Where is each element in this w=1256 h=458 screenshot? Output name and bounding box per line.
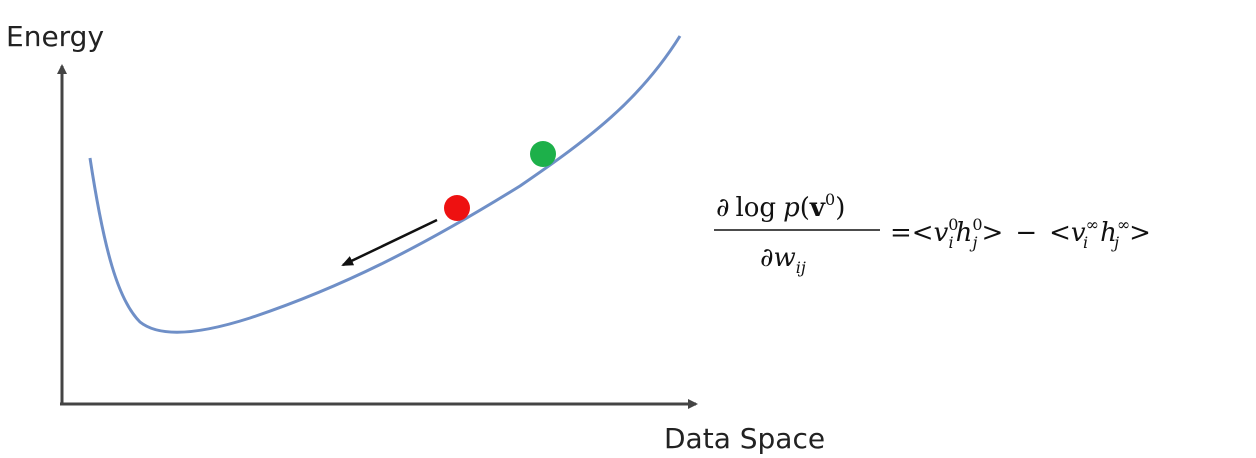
red-point — [444, 195, 470, 221]
energy-curve — [88, 35, 682, 334]
green-point — [530, 141, 556, 167]
y-axis-label: Energy — [6, 20, 104, 53]
numerator: ∂ log p(v0) — [716, 190, 845, 223]
x-axis-label: Data Space — [664, 422, 825, 455]
gradient-equation: ∂ log p(v0) ∂wij =<v0 ih0 j > − <v∞ i h∞ j > — [714, 190, 1151, 277]
descent-arrow — [341, 218, 438, 267]
denominator: ∂wij — [760, 243, 806, 277]
equation-rhs: =<v0 ih0 j > − <v∞ i h∞ j > — [890, 215, 1151, 252]
